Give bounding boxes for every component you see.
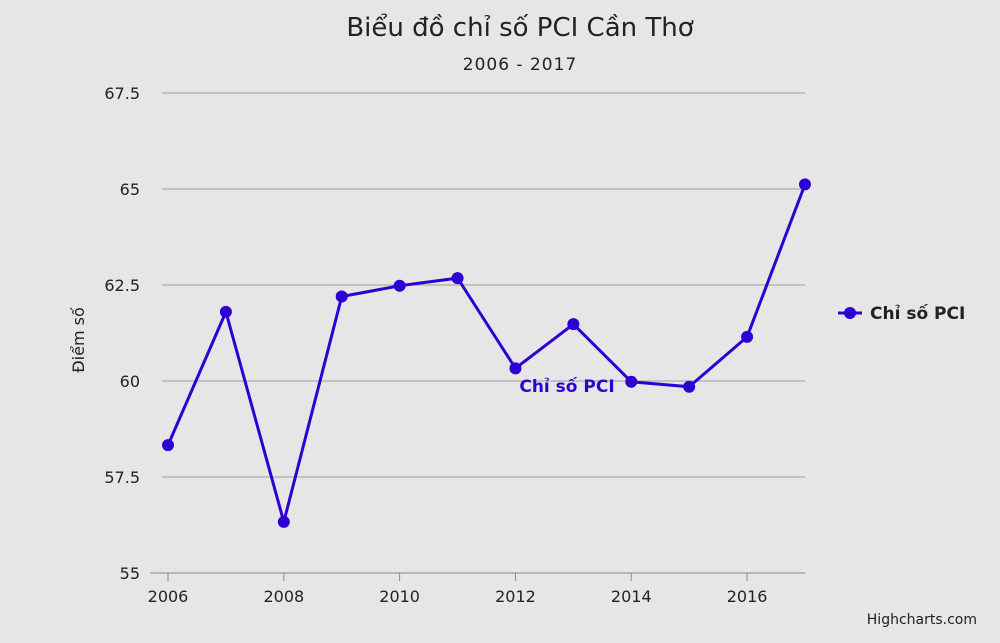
chart-subtitle: 2006 - 2017 [463, 55, 577, 75]
x-tick-label: 2010 [379, 587, 420, 606]
data-point-2012[interactable] [509, 362, 522, 375]
y-tick-label: 67.5 [104, 84, 140, 103]
y-tick-label: 60 [120, 372, 140, 391]
x-tick-label: 2014 [611, 587, 652, 606]
x-tick-label: 2012 [495, 587, 536, 606]
legend-marker-icon [844, 307, 856, 319]
legend-label: Chỉ số PCI [870, 303, 965, 324]
data-point-2007[interactable] [219, 305, 232, 318]
grid-lines [150, 92, 805, 574]
x-tick-label: 2016 [727, 587, 768, 606]
series-chi-so-pci[interactable] [162, 178, 811, 528]
credits-link[interactable]: Highcharts.com [867, 612, 977, 628]
y-tick-label: 55 [120, 564, 140, 583]
y-axis-ticks: 55 57.5 60 62.5 65 67.5 [104, 84, 140, 583]
x-tick-label: 2008 [263, 587, 304, 606]
data-point-2014[interactable] [625, 375, 638, 388]
x-tick-label: 2006 [148, 587, 189, 606]
data-point-2010[interactable] [393, 279, 406, 292]
y-axis-label: Điểm số [69, 307, 88, 373]
series-line [166, 183, 807, 524]
legend-item-chi-so-pci[interactable]: Chỉ số PCI [838, 303, 965, 324]
data-point-2016[interactable] [741, 330, 754, 343]
y-tick-label: 62.5 [104, 276, 140, 295]
data-point-2006[interactable] [162, 439, 174, 452]
x-axis-ticks: 2006 2008 2010 2012 2014 2016 [148, 573, 768, 606]
y-tick-label: 65 [120, 180, 140, 199]
chart-title: Biểu đồ chỉ số PCI Cần Thơ [346, 12, 693, 43]
data-point-2009[interactable] [335, 290, 348, 303]
data-point-2015[interactable] [683, 380, 696, 393]
data-point-2008[interactable] [277, 515, 290, 528]
series-inline-label: Chỉ số PCI [519, 376, 614, 397]
data-point-2011[interactable] [451, 272, 464, 285]
y-tick-label: 57.5 [104, 468, 140, 487]
data-point-2017[interactable] [799, 178, 811, 191]
data-point-2013[interactable] [567, 318, 580, 331]
